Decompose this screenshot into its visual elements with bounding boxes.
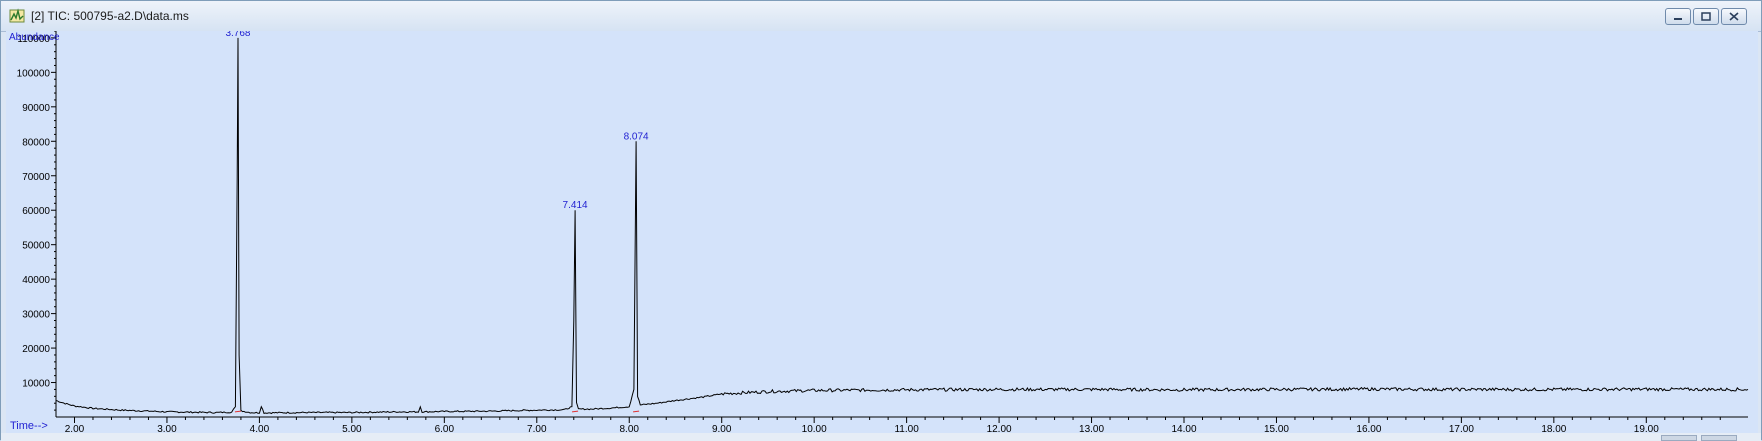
x-tick-label: 18.00 [1541, 424, 1566, 433]
x-tick-label: 13.00 [1079, 424, 1104, 433]
x-tick-label: 8.00 [620, 424, 640, 433]
x-tick-label: 7.00 [527, 424, 547, 433]
scroll-button-right[interactable] [1701, 435, 1737, 441]
y-tick-label: 10000 [22, 379, 50, 390]
chromatogram-chart[interactable]: 10000 20000 30000 40000 50000 60000 70000 80000… [6, 28, 1758, 435]
y-tick-label: 40000 [22, 275, 50, 286]
peak-label: 3.768 [225, 31, 250, 39]
y-tick-label: 60000 [22, 206, 50, 217]
peak-baseline-marker [633, 410, 640, 413]
minimize-icon [1674, 18, 1682, 20]
restore-icon [1701, 12, 1711, 21]
x-tick-label: 12.00 [987, 424, 1012, 433]
x-tick-label: 14.00 [1171, 424, 1196, 433]
window-title: [2] TIC: 500795-a2.D\data.ms [31, 9, 189, 23]
tic-trace [55, 37, 1749, 415]
y-axis-label: Abundance [9, 32, 60, 43]
x-tick-label: 5.00 [342, 424, 362, 433]
chromatogram-plot[interactable]: 10000 20000 30000 40000 50000 60000 70000 80000… [6, 28, 1758, 441]
x-tick-label: 10.00 [802, 424, 827, 433]
peak-baseline-marker [572, 410, 579, 413]
x-tick-label: 9.00 [712, 424, 732, 433]
x-tick-label: 19.00 [1634, 424, 1659, 433]
x-tick-label: 15.00 [1264, 424, 1289, 433]
y-tick-label: 110000 [17, 34, 50, 45]
peak-label: 7.414 [563, 200, 588, 211]
y-tick-label: 100000 [17, 68, 51, 79]
x-tick-label: 6.00 [435, 424, 455, 433]
y-tick-label: 30000 [22, 310, 50, 321]
y-tick-label: 80000 [22, 137, 50, 148]
x-tick-label: 16.00 [1356, 424, 1381, 433]
x-tick-label: 3.00 [157, 424, 177, 433]
axes [55, 31, 1748, 418]
x-tick-label: 11.00 [894, 424, 919, 433]
y-tick-label: 90000 [22, 103, 50, 114]
peak-baseline-marker [234, 410, 242, 413]
x-tick-label: 4.00 [250, 424, 270, 433]
y-tick-label: 20000 [22, 344, 50, 355]
x-tick-label: 2.00 [65, 424, 85, 433]
x-axis-label: Time--> [10, 420, 48, 432]
bottom-scroll-area [1, 433, 1761, 441]
y-tick-label: 50000 [22, 241, 50, 252]
close-button[interactable] [1721, 8, 1747, 25]
close-icon [1729, 12, 1739, 21]
peak-label: 8.074 [624, 131, 649, 142]
scroll-button-left[interactable] [1661, 435, 1697, 441]
y-tick-label: 70000 [22, 172, 50, 183]
minimize-button[interactable] [1665, 8, 1691, 25]
title-bar[interactable]: [2] TIC: 500795-a2.D\data.ms [1, 1, 1761, 32]
chromatogram-app-icon [9, 8, 25, 23]
restore-button[interactable] [1693, 8, 1719, 25]
x-tick-label: 17.00 [1449, 424, 1474, 433]
